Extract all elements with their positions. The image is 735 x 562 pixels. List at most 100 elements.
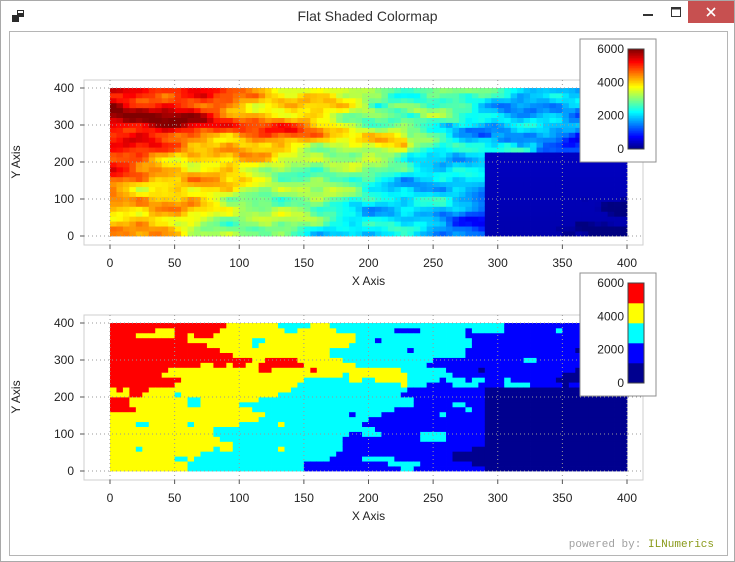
heatmap-cell — [329, 357, 337, 363]
heatmap-cell — [336, 387, 344, 393]
heatmap-cell — [271, 352, 279, 358]
heatmap-cell — [478, 342, 486, 349]
heatmap-cell — [400, 323, 408, 329]
heatmap-cell — [316, 362, 324, 368]
heatmap-cell — [168, 406, 176, 413]
heatmap-cell — [194, 406, 201, 413]
heatmap-cell — [349, 216, 356, 222]
heatmap-cell — [362, 132, 369, 138]
heatmap-cell — [620, 406, 628, 413]
heatmap-cell — [219, 147, 227, 153]
heatmap-cell — [549, 342, 557, 349]
heatmap-cell — [394, 152, 402, 158]
heatmap-cell — [497, 416, 505, 423]
heatmap-cell — [155, 332, 163, 339]
heatmap-cell — [310, 446, 318, 452]
heatmap-cell — [110, 181, 117, 188]
heatmap-cell — [316, 323, 324, 329]
heatmap-cell — [161, 456, 169, 462]
heatmap-cell — [187, 411, 195, 418]
heatmap-cell — [555, 176, 563, 183]
heatmap-cell — [400, 372, 408, 378]
heatmap-cell — [381, 102, 389, 109]
heatmap-cell — [323, 216, 331, 222]
heatmap-cell — [142, 176, 150, 183]
heatmap-cell — [387, 201, 395, 207]
title-bar[interactable]: Flat Shaded Colormap — [1, 1, 734, 31]
heatmap-cell — [471, 327, 479, 334]
heatmap-cell — [355, 97, 363, 104]
heatmap-cell — [601, 211, 609, 217]
heatmap-cell — [278, 186, 285, 192]
heatmap-cell — [116, 352, 124, 358]
heatmap-cell — [549, 142, 557, 148]
heatmap-cell — [239, 347, 247, 353]
plot-canvas[interactable]: 0 50 100 150 200 250 300 350 400 0 100 200 300 400 X A… — [9, 31, 728, 556]
heatmap-cell — [387, 416, 395, 423]
minimize-button[interactable] — [634, 1, 662, 23]
heatmap-cell — [575, 186, 583, 192]
heatmap-cell — [349, 377, 356, 383]
heatmap-cell — [168, 441, 176, 447]
heatmap-cell — [542, 216, 550, 222]
heatmap-cell — [620, 176, 628, 183]
heatmap-cell — [355, 176, 363, 183]
heatmap-cell — [122, 221, 130, 227]
heatmap-cell — [271, 196, 279, 202]
heatmap-cell — [135, 441, 143, 447]
heatmap-cell — [542, 107, 550, 114]
heatmap-cell — [342, 152, 350, 158]
heatmap-cell — [258, 337, 266, 344]
heatmap-cell — [471, 147, 479, 153]
heatmap-cell — [601, 441, 609, 447]
heatmap-cell — [122, 347, 130, 353]
heatmap-cell — [458, 176, 466, 183]
heatmap-cell — [562, 97, 570, 104]
heatmap-cell — [265, 231, 272, 237]
heatmap-cell — [452, 367, 460, 373]
heatmap-cell — [394, 142, 402, 148]
brand-link[interactable]: ILNumerics — [647, 539, 714, 551]
heatmap-cell — [484, 132, 492, 138]
heatmap-cell — [471, 461, 479, 467]
heatmap-cell — [206, 181, 214, 188]
heatmap-cell — [161, 387, 169, 393]
heatmap-cell — [355, 441, 363, 447]
heatmap-cell — [155, 211, 163, 217]
heatmap-cell — [446, 421, 453, 427]
heatmap-cell — [316, 166, 324, 173]
heatmap-cell — [439, 411, 447, 418]
maximize-button[interactable] — [662, 1, 690, 23]
heatmap-cell — [555, 171, 563, 178]
heatmap-cell — [530, 431, 537, 437]
heatmap-cell — [290, 451, 298, 457]
heatmap-cell — [303, 107, 311, 114]
heatmap-cell — [413, 221, 421, 227]
heatmap-cell — [297, 441, 305, 447]
heatmap-cell — [316, 216, 324, 222]
heatmap-cell — [110, 367, 117, 373]
heatmap-cell — [497, 372, 505, 378]
heatmap-cell — [420, 191, 428, 197]
heatmap-cell — [407, 347, 415, 353]
heatmap-cell — [200, 226, 208, 232]
heatmap-cell — [484, 112, 492, 118]
close-button[interactable] — [688, 1, 734, 23]
heatmap-cell — [536, 367, 544, 373]
heatmap-cell — [110, 426, 117, 432]
heatmap-cell — [362, 152, 369, 158]
heatmap-cell — [478, 176, 486, 183]
heatmap-cell — [446, 196, 453, 202]
heatmap-cell — [148, 166, 156, 173]
heatmap-cell — [226, 112, 234, 118]
heatmap-cell — [478, 107, 486, 114]
heatmap-cell — [110, 162, 117, 168]
heatmap-cell — [536, 337, 544, 344]
heatmap-cell — [290, 426, 298, 432]
heatmap-cell — [278, 231, 285, 237]
heatmap-cell — [536, 107, 544, 114]
heatmap-cell — [568, 226, 576, 232]
x-axis-label: X Axis — [352, 509, 385, 523]
heatmap-cell — [155, 166, 163, 173]
heatmap-cell — [213, 342, 221, 349]
